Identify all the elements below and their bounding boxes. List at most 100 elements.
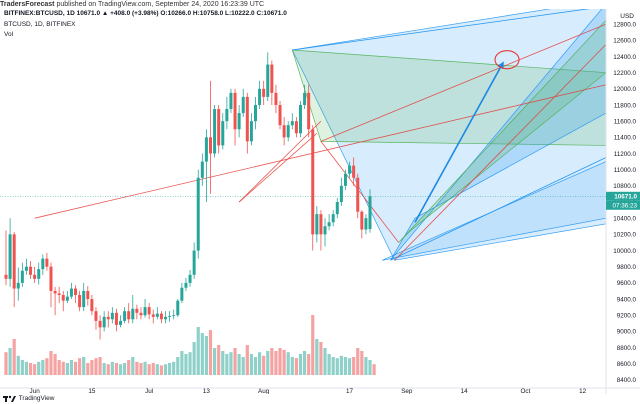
candle[interactable]	[102, 311, 106, 332]
candle[interactable]	[127, 303, 131, 324]
candle[interactable]	[110, 307, 114, 324]
candle[interactable]	[61, 290, 65, 312]
candle[interactable]	[123, 307, 127, 324]
candle[interactable]	[315, 206, 319, 243]
candle[interactable]	[135, 304, 139, 320]
trendline-down[interactable]	[320, 141, 399, 243]
candle[interactable]	[98, 315, 102, 340]
candle[interactable]	[352, 157, 356, 186]
candle[interactable]	[41, 254, 45, 275]
brand-name[interactable]: TradingView	[18, 395, 55, 402]
candle[interactable]	[143, 299, 147, 318]
trendline-august-2[interactable]	[238, 120, 322, 203]
candle[interactable]	[37, 262, 41, 285]
candle[interactable]	[192, 242, 196, 279]
candle[interactable]	[225, 96, 229, 130]
candle[interactable]	[176, 299, 180, 317]
candle[interactable]	[151, 309, 155, 324]
candle[interactable]	[82, 282, 86, 312]
candle[interactable]	[323, 218, 327, 247]
candle[interactable]	[106, 311, 110, 328]
candle[interactable]	[139, 307, 143, 320]
candle[interactable]	[4, 230, 8, 286]
chart-area[interactable]: USD 12800.0 12600.0 12400.0 12200.0 12000.0 11…	[0, 9, 640, 394]
target-ellipse[interactable]	[494, 50, 520, 70]
candle[interactable]	[364, 214, 368, 235]
candle[interactable]	[290, 113, 294, 130]
candle[interactable]	[65, 290, 69, 304]
candle[interactable]	[266, 52, 270, 101]
candle[interactable]	[331, 210, 335, 227]
candle[interactable]	[16, 267, 20, 301]
candle[interactable]	[12, 231, 16, 308]
candle[interactable]	[221, 113, 225, 150]
candle[interactable]	[343, 169, 347, 190]
candle[interactable]	[45, 252, 49, 271]
trendline-august[interactable]	[238, 132, 318, 203]
candle[interactable]	[258, 80, 262, 110]
candle[interactable]	[200, 153, 204, 186]
candle[interactable]	[327, 214, 331, 231]
candle[interactable]	[86, 286, 90, 306]
candle[interactable]	[196, 169, 200, 259]
trendline-long[interactable]	[34, 84, 607, 219]
candle[interactable]	[356, 173, 360, 219]
candle[interactable]	[164, 311, 168, 324]
fork-upper-tine[interactable]	[292, 9, 606, 51]
candle[interactable]	[24, 258, 28, 275]
candle[interactable]	[57, 286, 61, 304]
candle[interactable]	[90, 295, 94, 316]
last-price-badge[interactable]	[606, 191, 640, 201]
forecast-arrow-line[interactable]	[414, 62, 504, 223]
candle[interactable]	[229, 88, 233, 114]
candle[interactable]	[131, 295, 135, 324]
candle[interactable]	[94, 307, 98, 330]
candle[interactable]	[69, 282, 73, 300]
candle[interactable]	[204, 129, 208, 203]
candle[interactable]	[155, 307, 159, 320]
candle[interactable]	[29, 261, 33, 279]
candle[interactable]	[270, 60, 274, 105]
candle[interactable]	[20, 262, 24, 287]
candle[interactable]	[298, 100, 302, 138]
candle[interactable]	[172, 309, 176, 320]
candle[interactable]	[294, 117, 298, 138]
candle[interactable]	[348, 161, 352, 178]
author-name[interactable]: TradersForecast	[0, 1, 55, 8]
candle[interactable]	[262, 80, 266, 105]
candle[interactable]	[245, 92, 249, 154]
candle[interactable]	[253, 96, 257, 130]
candle[interactable]	[168, 311, 172, 322]
candle[interactable]	[209, 80, 212, 194]
candle[interactable]	[8, 218, 12, 287]
candle[interactable]	[360, 210, 364, 239]
trendline-rising[interactable]	[394, 44, 607, 261]
candle[interactable]	[147, 303, 151, 320]
candle[interactable]	[282, 117, 286, 146]
candle[interactable]	[335, 197, 339, 219]
candle[interactable]	[184, 278, 188, 291]
candle[interactable]	[233, 88, 237, 146]
fork-lower-tine[interactable]	[390, 157, 607, 261]
candle[interactable]	[74, 285, 78, 304]
candle[interactable]	[53, 286, 57, 316]
candle[interactable]	[180, 282, 184, 304]
candle[interactable]	[159, 311, 163, 324]
candle[interactable]	[286, 121, 290, 142]
candle[interactable]	[114, 308, 118, 332]
candle[interactable]	[213, 104, 217, 158]
candle[interactable]	[303, 84, 307, 110]
candle[interactable]	[311, 125, 315, 251]
candle[interactable]	[237, 104, 241, 138]
candle[interactable]	[274, 84, 278, 114]
candle[interactable]	[188, 269, 192, 287]
candle[interactable]	[307, 84, 311, 138]
candle[interactable]	[49, 262, 53, 308]
trendline-upper[interactable]	[320, 23, 607, 142]
candle[interactable]	[319, 210, 323, 251]
candle[interactable]	[339, 177, 343, 207]
candle[interactable]	[119, 315, 123, 328]
candle[interactable]	[249, 113, 253, 146]
candle[interactable]	[33, 266, 37, 283]
